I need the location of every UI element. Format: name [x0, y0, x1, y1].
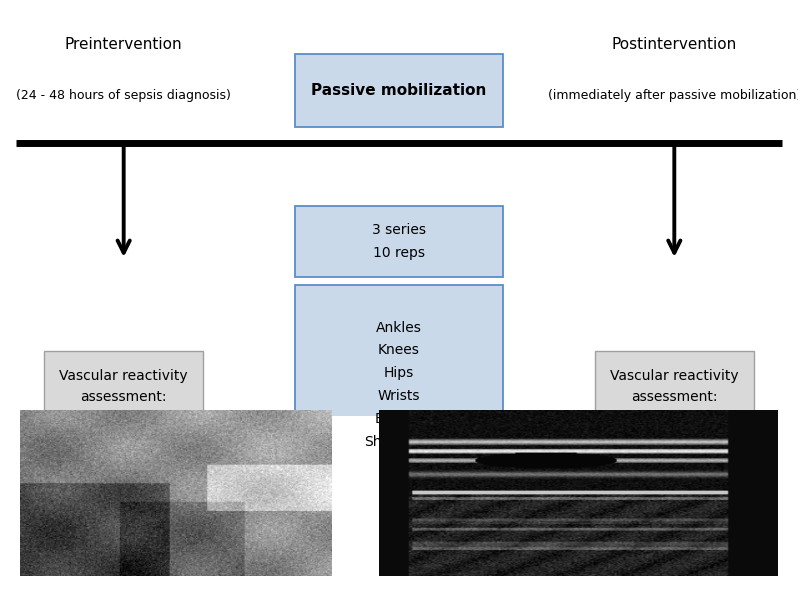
- Text: Preintervention: Preintervention: [65, 37, 183, 52]
- Text: 3 series
10 reps: 3 series 10 reps: [372, 223, 426, 260]
- Text: (immediately after passive mobilization): (immediately after passive mobilization): [547, 89, 798, 102]
- FancyBboxPatch shape: [295, 206, 503, 277]
- Text: Vascular reactivity
assessment:
FMD: Vascular reactivity assessment: FMD: [610, 369, 739, 425]
- Text: Passive mobilization: Passive mobilization: [311, 83, 487, 98]
- Text: Ankles
Knees
Hips
Wrists
Elbows
Shoulders: Ankles Knees Hips Wrists Elbows Shoulder…: [365, 321, 433, 448]
- FancyBboxPatch shape: [44, 352, 203, 443]
- FancyBboxPatch shape: [295, 54, 503, 127]
- Text: Postintervention: Postintervention: [612, 37, 737, 52]
- FancyBboxPatch shape: [595, 352, 754, 443]
- Text: (24 - 48 hours of sepsis diagnosis): (24 - 48 hours of sepsis diagnosis): [16, 89, 231, 102]
- Text: Vascular reactivity
assessment:
FMD: Vascular reactivity assessment: FMD: [59, 369, 188, 425]
- FancyBboxPatch shape: [295, 285, 503, 485]
